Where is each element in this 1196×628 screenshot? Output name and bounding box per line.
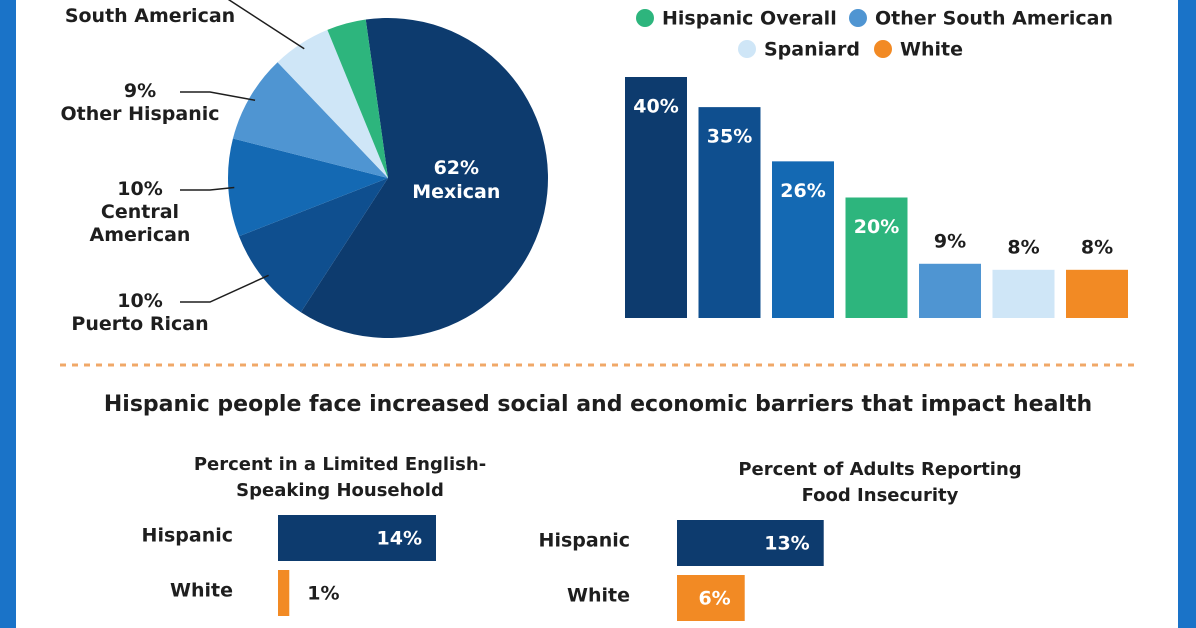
border-right bbox=[1178, 0, 1196, 628]
bar-value: 9% bbox=[934, 230, 966, 252]
category-label: White bbox=[170, 580, 233, 602]
border-left bbox=[0, 0, 16, 628]
pie-slice bbox=[327, 19, 388, 178]
pie-slice bbox=[277, 29, 388, 179]
bar bbox=[698, 107, 761, 318]
bar-value: 26% bbox=[780, 180, 825, 202]
legend-swatch bbox=[874, 40, 892, 58]
leader-line bbox=[227, 0, 305, 50]
legend-label: Other South American bbox=[875, 8, 1113, 30]
bar-value: 1% bbox=[307, 583, 339, 605]
bar bbox=[919, 263, 981, 318]
leader-line bbox=[180, 91, 256, 102]
legend-swatch bbox=[849, 9, 867, 27]
bar-value: 8% bbox=[1007, 236, 1039, 258]
pie-slice bbox=[228, 138, 388, 237]
slice-label: Other Hispanic bbox=[60, 103, 220, 125]
category-label: Hispanic bbox=[539, 530, 630, 552]
bar-value: 40% bbox=[633, 96, 678, 118]
bar-value: 13% bbox=[764, 533, 809, 555]
legend-label: Hispanic Overall bbox=[662, 8, 837, 30]
legend-label: Spaniard bbox=[764, 39, 860, 61]
slice-label: Mexican bbox=[412, 181, 501, 204]
chart-title: Percent in a Limited English-Speaking Ho… bbox=[193, 454, 487, 501]
category-label: White bbox=[567, 585, 630, 607]
slice-value: 62% bbox=[433, 157, 480, 180]
bar bbox=[278, 515, 436, 561]
category-label: Hispanic bbox=[142, 525, 233, 547]
slice-value: 9% bbox=[123, 80, 157, 102]
chart-title: Percent of Adults Reporting Food Insecur… bbox=[738, 459, 1022, 506]
bar-value: 6% bbox=[698, 588, 730, 610]
leader-line bbox=[180, 186, 235, 191]
bar-value: 14% bbox=[377, 528, 422, 550]
bar bbox=[992, 269, 1055, 318]
slice-value: 10% bbox=[117, 290, 163, 312]
slice-label: Puerto Rican bbox=[71, 313, 209, 335]
bar-value: 20% bbox=[854, 216, 899, 238]
pie-slice bbox=[300, 18, 548, 339]
slice-value: 6% bbox=[40, 0, 260, 5]
slice-label: Cuban bbox=[320, 0, 480, 4]
slice-value: 10% bbox=[117, 178, 163, 200]
pie-slice bbox=[232, 62, 388, 178]
bar bbox=[677, 575, 745, 621]
section-title: Hispanic people face increased social an… bbox=[103, 392, 1093, 417]
bar-value: 8% bbox=[1081, 236, 1113, 258]
bar bbox=[1066, 269, 1128, 318]
bar bbox=[845, 197, 908, 318]
pie-slice bbox=[238, 178, 388, 313]
bar bbox=[278, 570, 290, 616]
slice-label: South American bbox=[64, 5, 236, 27]
bar bbox=[625, 77, 687, 318]
bar bbox=[677, 520, 824, 566]
legend-swatch bbox=[738, 40, 756, 58]
slice-label: Central American bbox=[89, 201, 191, 246]
bar-value: 35% bbox=[707, 126, 752, 148]
legend-swatch bbox=[636, 9, 654, 27]
legend-label: White bbox=[900, 39, 963, 61]
leader-line bbox=[180, 274, 269, 303]
bar bbox=[772, 161, 834, 318]
